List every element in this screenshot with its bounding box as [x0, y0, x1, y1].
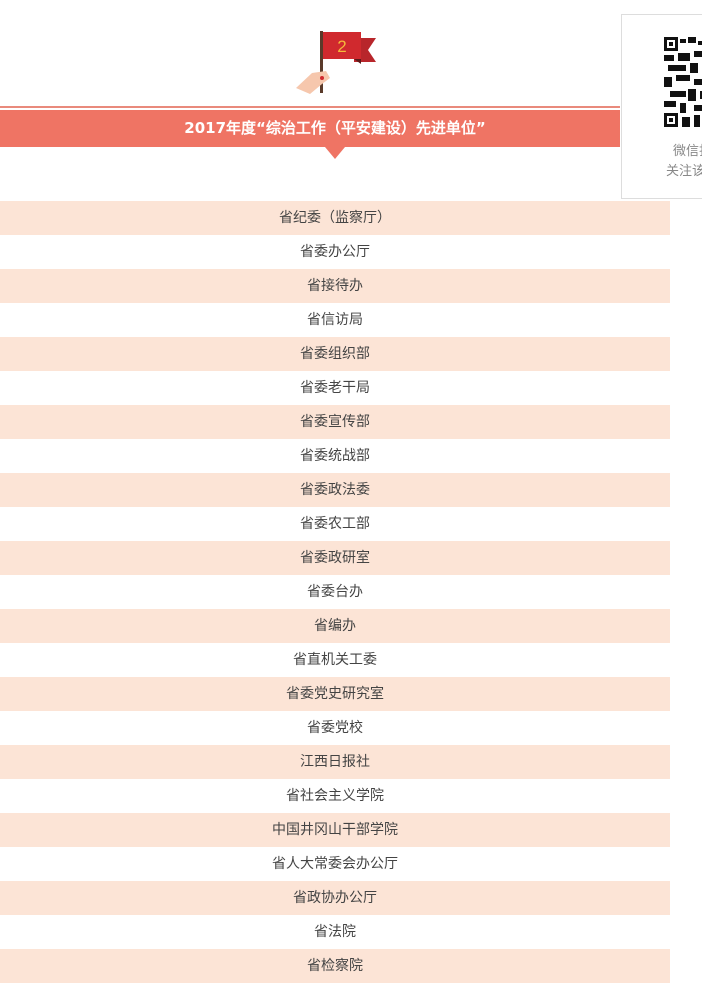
list-item: 省委老干局 — [300, 380, 370, 396]
list-item: 省法院 — [314, 924, 356, 940]
list-item: 省接待办 — [0, 269, 670, 303]
svg-text:2: 2 — [337, 37, 346, 56]
list-item: 省人大常委会办公厅 — [272, 856, 398, 872]
list-item: 省信访局 — [307, 312, 363, 328]
section-title: 2017年度“综治工作（平安建设）先进单位” — [0, 110, 620, 147]
qr-caption-line2: 关注该 — [666, 164, 702, 179]
list-item: 省委政研室 — [0, 541, 670, 575]
list-item: 省委政法委 — [0, 473, 670, 507]
list-item: 省委农工部 — [300, 516, 370, 532]
flag-hand-icon: 2 — [296, 31, 376, 94]
divider — [0, 106, 620, 108]
list-item: 省社会主义学院 — [286, 788, 384, 804]
list-item: 中国井冈山干部学院 — [0, 813, 670, 847]
pointer-triangle — [325, 147, 345, 159]
list-item: 省检察院 — [0, 949, 670, 983]
list-item: 省编办 — [0, 609, 670, 643]
list-item: 省委办公厅 — [300, 244, 370, 260]
list-item: 省委台办 — [307, 584, 363, 600]
list-item: 省纪委（监察厅） — [0, 201, 670, 235]
list-item: 省委宣传部 — [0, 405, 670, 439]
list-item: 江西日报社 — [0, 745, 670, 779]
qr-caption-line1: 微信扫 — [673, 144, 702, 159]
list-item: 省政协办公厅 — [0, 881, 670, 915]
list-item: 省委组织部 — [0, 337, 670, 371]
list-item: 省委党史研究室 — [0, 677, 670, 711]
qr-panel: 微信扫 关注该 — [621, 14, 702, 199]
list-item: 省委党校 — [307, 720, 363, 736]
list-item: 省直机关工委 — [293, 652, 377, 668]
list-item: 省委统战部 — [300, 448, 370, 464]
unit-list: 省纪委（监察厅） 省委办公厅省接待办省信访局省委组织部省委老干局省委宣传部省委统战… — [0, 201, 670, 983]
qr-code-icon — [664, 37, 702, 127]
